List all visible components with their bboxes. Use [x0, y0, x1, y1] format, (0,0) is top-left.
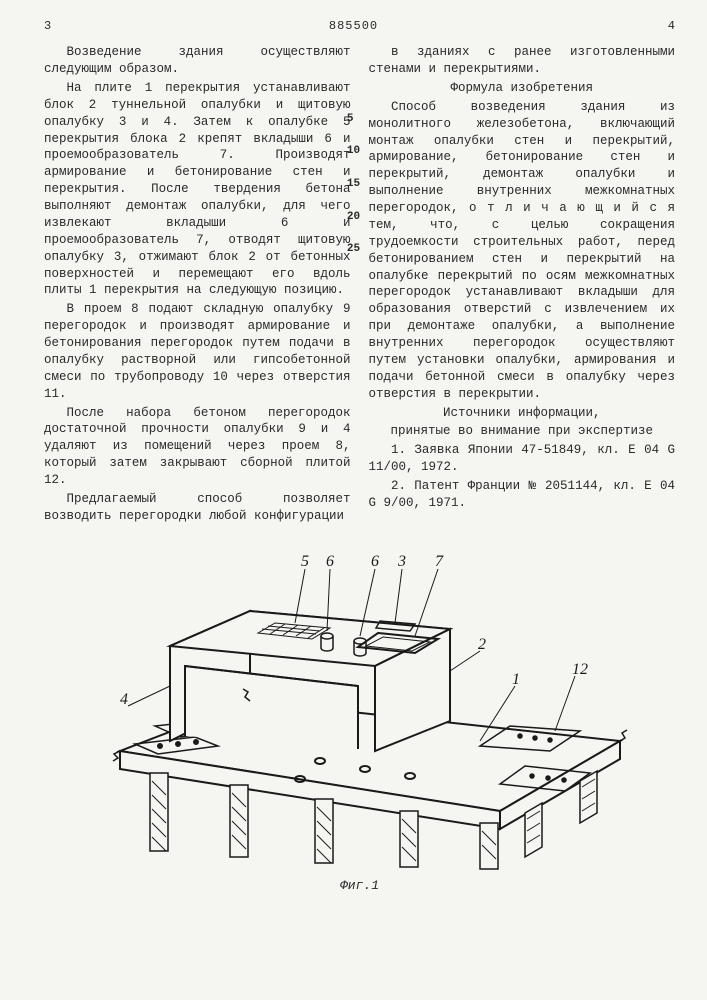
formula-title: Формула изобретения [369, 80, 676, 97]
paragraph: В проем 8 подают складную опалубку 9 пер… [44, 301, 351, 402]
line-numbers: 5 10 15 20 25 [347, 58, 360, 257]
line-number: 5 [347, 112, 360, 127]
svg-text:6: 6 [371, 553, 379, 570]
svg-text:3: 3 [397, 553, 406, 570]
paragraph: Способ возведения здания из монолитного … [369, 99, 676, 403]
paragraph: На плите 1 перекрытия устанавливают блок… [44, 80, 351, 299]
line-number: 20 [347, 210, 360, 225]
sources-subtitle: принятые во внимание при экспертизе [369, 423, 676, 440]
page-number-right: 4 [668, 18, 675, 34]
paragraph: Возведение здания осуществляют следующим… [44, 44, 351, 78]
line-number: 15 [347, 177, 360, 192]
svg-text:6: 6 [326, 553, 334, 570]
figure-1: 5 6 6 3 7 2 1 12 4 Фиг.1 [44, 551, 675, 895]
line-number: 25 [347, 242, 360, 257]
right-column: в зданиях с ранее изготовленными стенами… [369, 44, 676, 527]
svg-text:12: 12 [572, 661, 588, 678]
svg-text:7: 7 [435, 553, 444, 570]
paragraph: После набора бетоном перегородок достато… [44, 405, 351, 489]
sources-title: Источники информации, [369, 405, 676, 422]
svg-text:1: 1 [512, 671, 520, 688]
svg-text:2: 2 [478, 636, 486, 653]
svg-text:4: 4 [120, 691, 128, 708]
line-number: 10 [347, 144, 360, 159]
figure-caption: Фиг.1 [44, 877, 675, 895]
figure-svg: 5 6 6 3 7 2 1 12 4 [80, 551, 640, 881]
paragraph: Предлагаемый способ позволяет возводить … [44, 491, 351, 525]
left-column: Возведение здания осуществляют следующим… [44, 44, 351, 527]
patent-number: 885500 [329, 18, 378, 34]
page-number-left: 3 [44, 18, 51, 34]
svg-text:5: 5 [301, 553, 309, 570]
source-item: 1. Заявка Японии 47-51849, кл. E 04 G 11… [369, 442, 676, 476]
paragraph: в зданиях с ранее изготовленными стенами… [369, 44, 676, 78]
source-item: 2. Патент Франции № 2051144, кл. E 04 G … [369, 478, 676, 512]
